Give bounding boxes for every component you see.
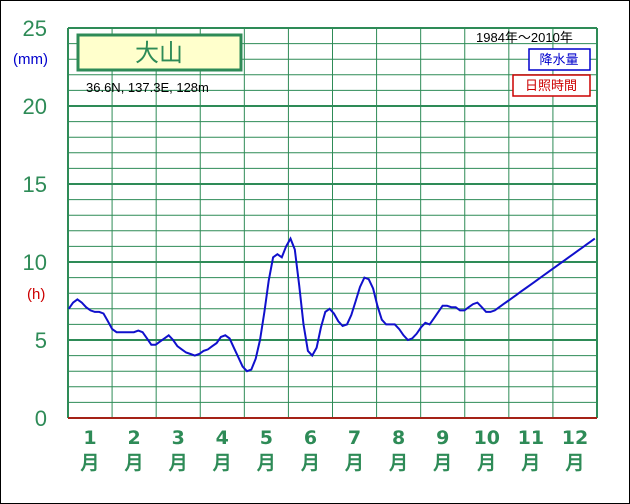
- y-tick-label: 10: [23, 250, 47, 275]
- month-suffix: 月: [300, 452, 320, 474]
- series-line-precipitation: [67, 236, 596, 373]
- station-location: 36.6N, 137.3E, 128m: [86, 80, 209, 95]
- month-number: 4: [216, 427, 229, 449]
- legend-precip: 降水量: [539, 53, 578, 68]
- y-tick-label: 25: [23, 16, 47, 41]
- month-labels: 1 月 2 月 3 月 4 月 5 月 6 月 7 月 8 月 9 月 10 月 11 月 12 月: [80, 427, 589, 474]
- month-number: 11: [518, 427, 544, 449]
- month-suffix: 月: [124, 452, 144, 474]
- month-number: 5: [260, 427, 273, 449]
- month-number: 2: [128, 427, 141, 449]
- legend-sun-box: [512, 74, 591, 97]
- month-suffix: 月: [520, 452, 540, 474]
- month-number: 7: [348, 427, 361, 449]
- month-number: 8: [392, 427, 405, 449]
- month-suffix: 月: [168, 452, 188, 474]
- title-box: [76, 33, 243, 72]
- month-number: 10: [474, 427, 500, 449]
- legend-precip-box: [528, 48, 591, 71]
- month-number: 9: [436, 427, 449, 449]
- month-suffix: 月: [344, 452, 364, 474]
- month-suffix: 月: [212, 452, 232, 474]
- grid-lines: [67, 27, 598, 419]
- month-number: 6: [304, 427, 317, 449]
- month-suffix: 月: [388, 452, 408, 474]
- y-tick-label: 15: [23, 172, 47, 197]
- month-number: 3: [172, 427, 185, 449]
- sun-unit-label: (h): [27, 286, 45, 303]
- month-suffix: 月: [80, 452, 100, 474]
- y-tick-labels: 0 5 10 15 20 25: [23, 16, 47, 431]
- precip-unit-label: (mm): [13, 51, 48, 68]
- month-number: 1: [83, 427, 96, 449]
- month-number: 12: [562, 427, 588, 449]
- month-suffix: 月: [256, 452, 276, 474]
- y-tick-label: 20: [23, 94, 47, 119]
- legend-sun: 日照時間: [525, 79, 577, 94]
- month-suffix: 月: [564, 452, 584, 474]
- period-label: 1984年〜2010年: [476, 30, 573, 45]
- station-name: 大山: [135, 39, 183, 67]
- y-tick-label: 0: [35, 406, 47, 431]
- month-suffix: 月: [476, 452, 496, 474]
- y-tick-label: 5: [35, 328, 47, 353]
- month-suffix: 月: [432, 452, 452, 474]
